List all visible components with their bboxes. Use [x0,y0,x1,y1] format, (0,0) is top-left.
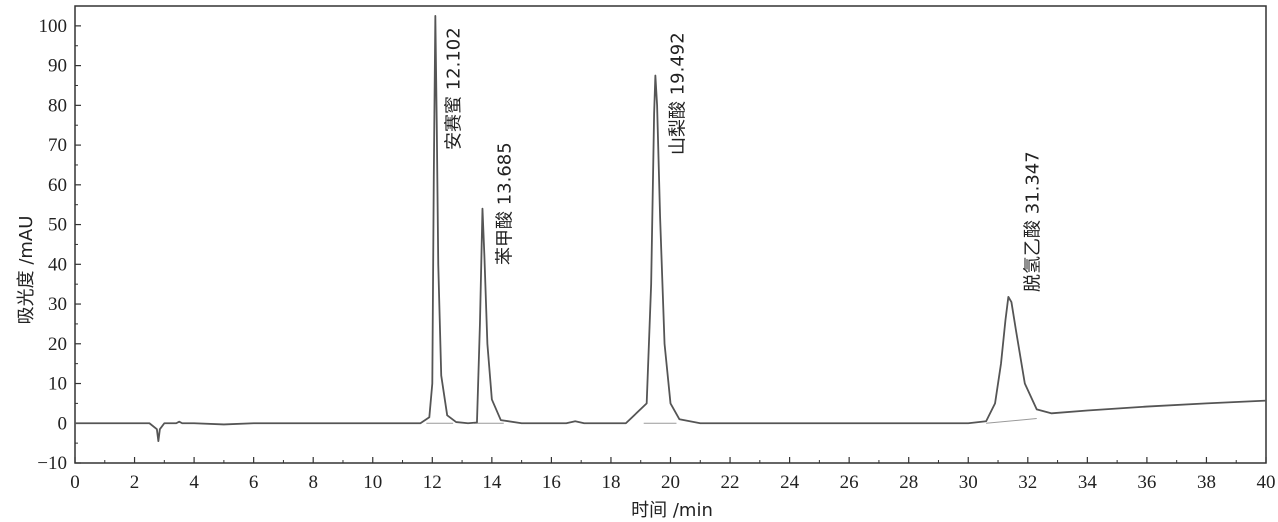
x-tick-label: 38 [1197,472,1216,493]
x-tick-label: 0 [70,472,80,493]
y-tick-label: 90 [48,56,67,77]
x-tick-label: 10 [363,472,382,493]
y-tick-label: 20 [48,334,67,355]
y-tick-label: −10 [37,453,67,474]
peak-label: 苯甲酸 13.685 [494,142,515,265]
y-tick-label: 80 [48,95,67,116]
x-axis-title: 时间 /min [631,500,713,521]
peak-annotations: 安赛蜜 12.102 苯甲酸 13.685 山梨酸 19.492 脱氢乙酸 31.34… [443,27,1043,292]
x-tick-label: 6 [249,472,259,493]
peak-baseline [986,417,1037,424]
chromatogram-line [75,15,1267,443]
series-group [75,15,1267,443]
peak-baselines [426,417,1037,424]
x-tick-label: 4 [189,472,199,493]
y-tick-label: 50 [48,215,67,236]
x-axis-ticks: 0 2 4 6 8 10 12 14 16 18 20 22 24 26 28 30 32 34 36 38 40 [70,457,1276,493]
x-tick-label: 8 [308,472,318,493]
x-tick-label: 2 [130,472,140,493]
y-tick-label: 0 [58,413,68,434]
y-tick-label: 100 [39,16,68,37]
peak-label: 山梨酸 19.492 [667,32,688,155]
x-tick-label: 14 [482,472,502,493]
y-axis-title: 吸光度 /mAU [16,216,37,325]
x-tick-label: 20 [661,472,680,493]
x-tick-label: 34 [1078,472,1098,493]
x-tick-label: 30 [959,472,978,493]
x-tick-label: 40 [1257,472,1276,493]
x-tick-label: 26 [840,472,859,493]
peak-label: 安赛蜜 12.102 [443,27,464,150]
y-tick-label: 60 [48,175,67,196]
x-tick-label: 18 [601,472,620,493]
x-tick-label: 16 [542,472,561,493]
x-tick-label: 28 [899,472,918,493]
x-tick-label: 12 [423,472,442,493]
x-tick-label: 36 [1137,472,1156,493]
peak-label: 脱氢乙酸 31.347 [1022,151,1043,292]
x-tick-label: 22 [721,472,740,493]
x-tick-label: 24 [780,472,800,493]
y-tick-label: 70 [48,135,67,156]
x-tick-label: 32 [1018,472,1037,493]
y-tick-label: 30 [48,294,67,315]
y-tick-label: 10 [48,374,67,395]
y-axis-ticks: −10 0 10 20 30 40 50 60 70 80 90 100 [37,16,81,474]
y-tick-label: 40 [48,254,67,275]
